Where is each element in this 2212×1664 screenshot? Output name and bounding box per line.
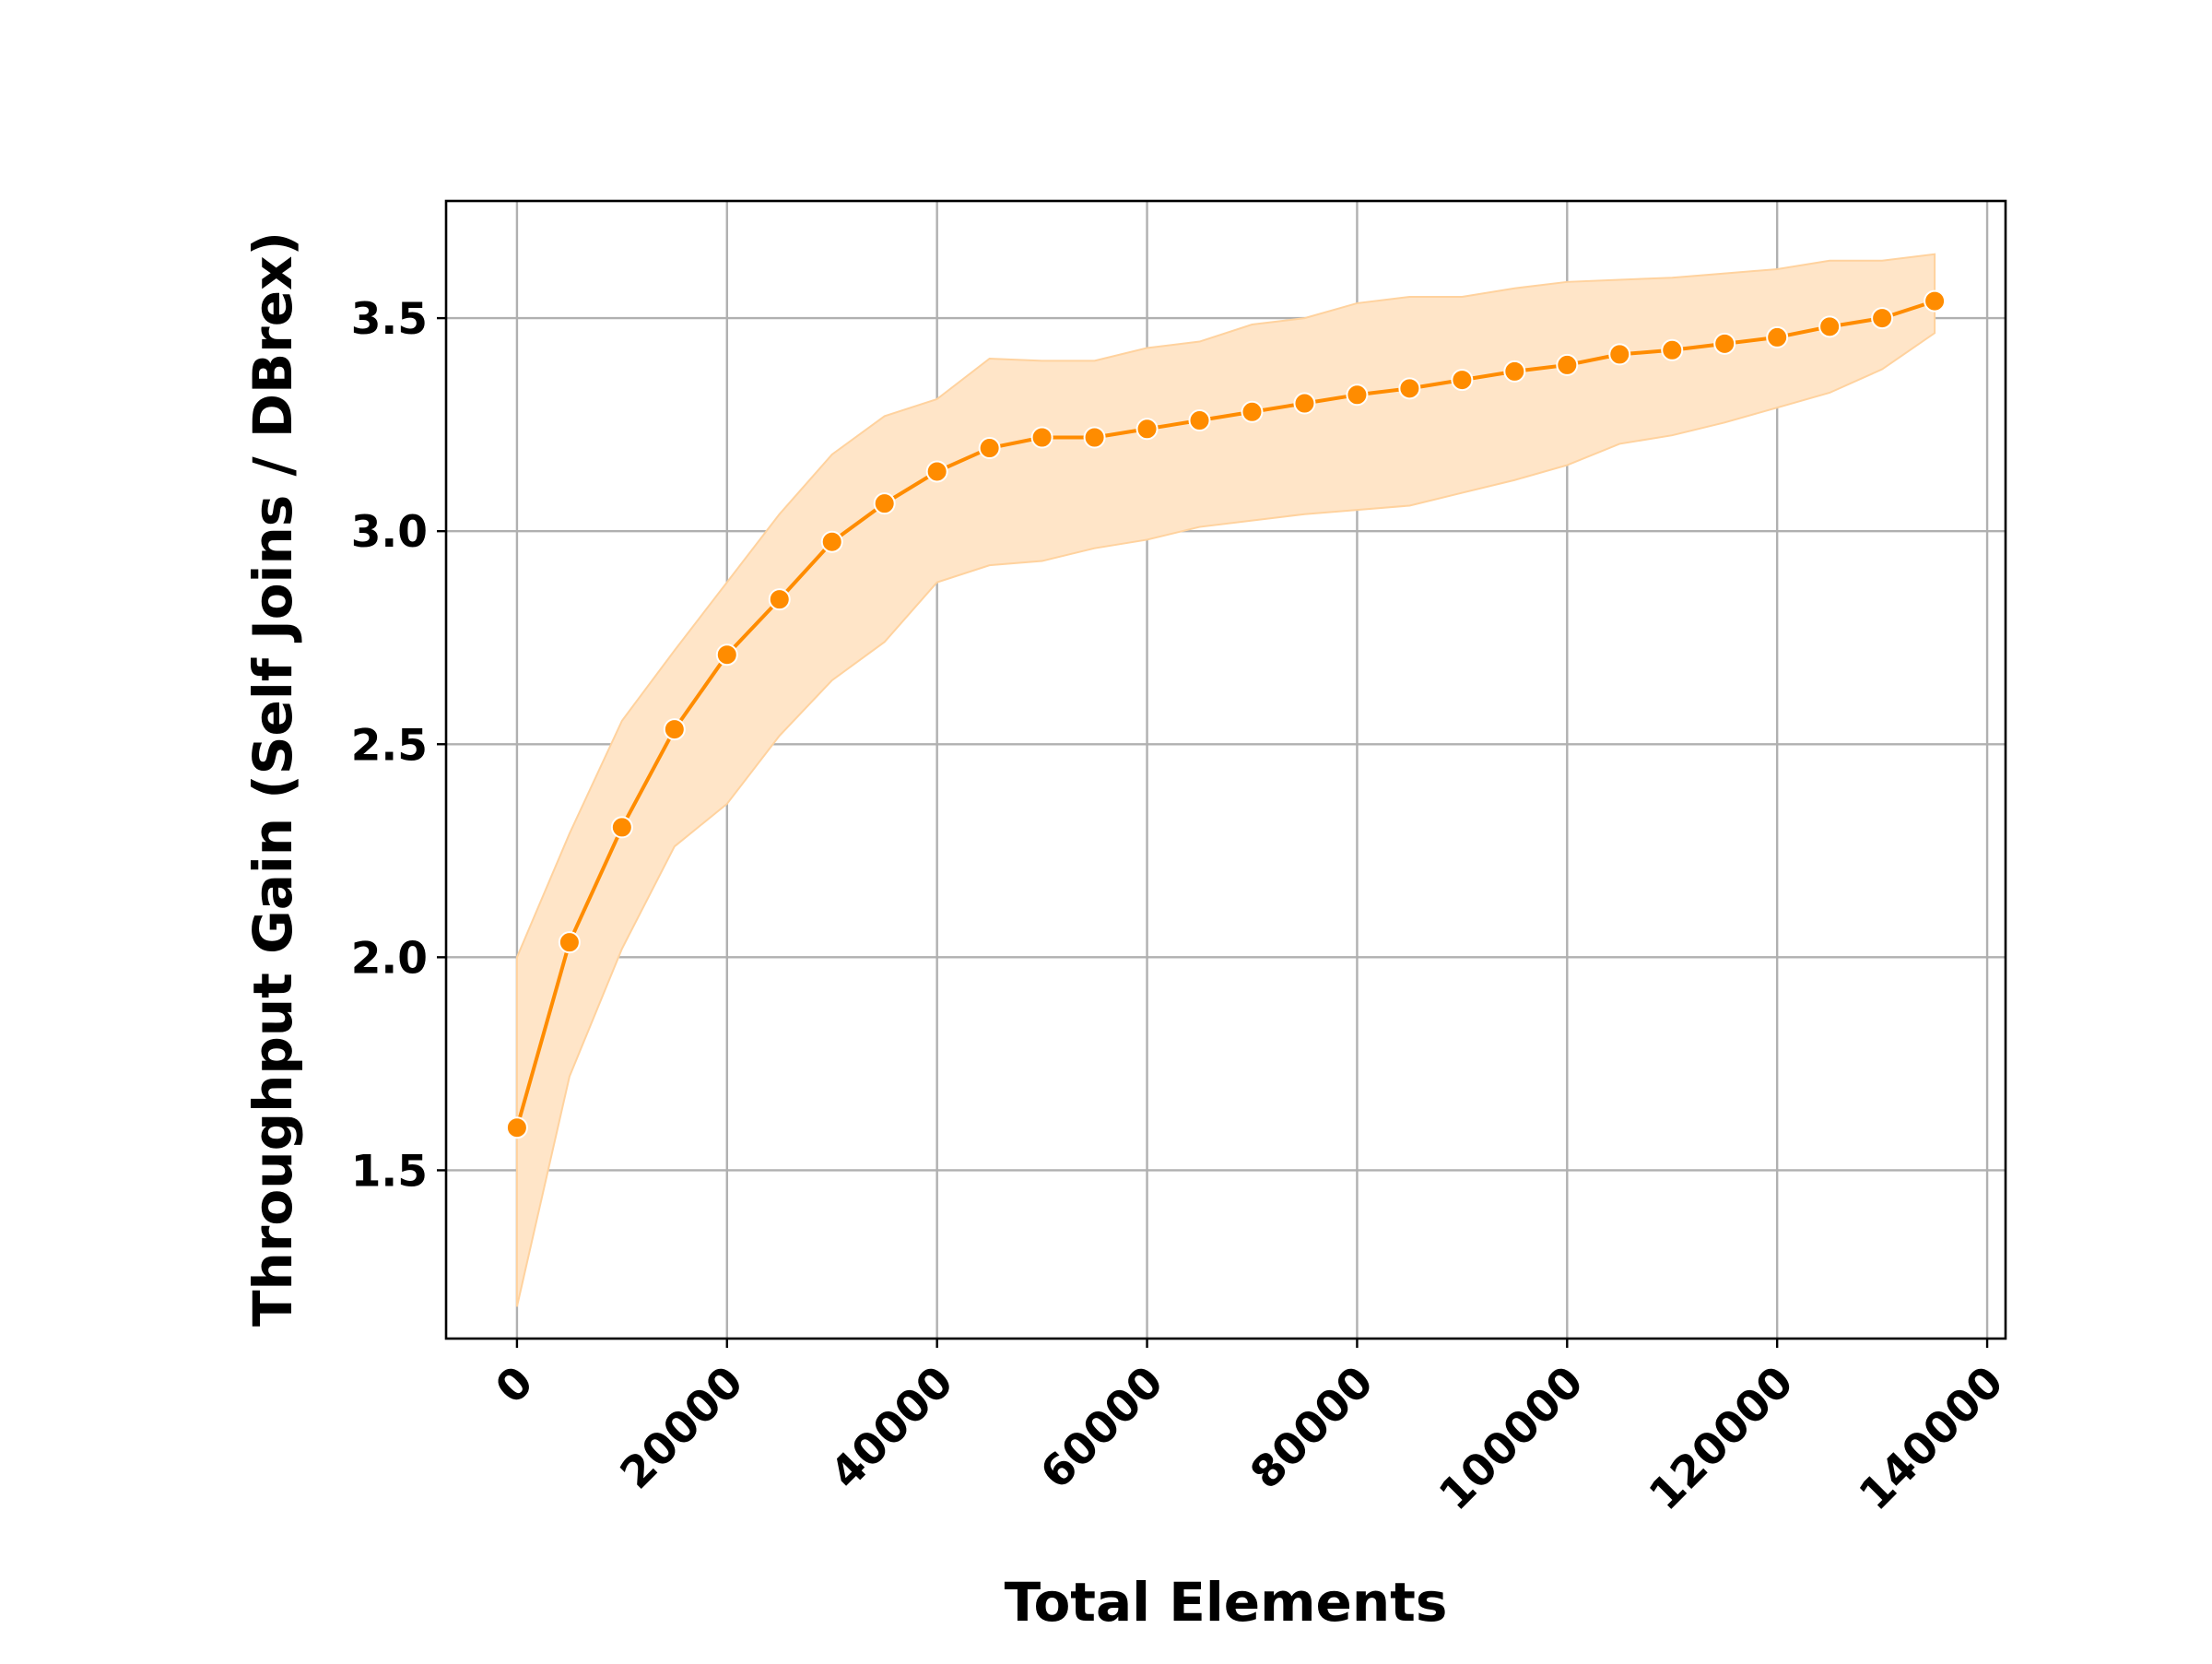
data-point — [1871, 307, 1894, 330]
data-point — [1030, 426, 1053, 449]
data-point — [1346, 384, 1369, 407]
data-point — [1293, 392, 1316, 415]
y-tick-label: 2.0 — [351, 933, 428, 984]
data-point — [663, 718, 686, 741]
data-point — [505, 1116, 528, 1139]
x-tick-label: 140000 — [1850, 1357, 2014, 1521]
x-tick-label: 120000 — [1640, 1357, 1804, 1521]
data-point — [1398, 377, 1421, 400]
data-point — [1713, 332, 1736, 355]
data-point — [978, 437, 1001, 460]
data-point — [925, 460, 948, 483]
data-point — [873, 492, 896, 515]
data-point — [1188, 409, 1211, 432]
x-axis-title: Total Elements — [1005, 1571, 1448, 1634]
series-markers — [505, 289, 1947, 1139]
y-tick-label: 3.0 — [351, 507, 428, 558]
data-point — [820, 530, 843, 553]
data-point — [1661, 338, 1684, 361]
series-line — [514, 299, 1936, 1128]
y-tick-label: 2.5 — [351, 720, 428, 771]
data-point — [610, 816, 633, 839]
y-tick-label: 1.5 — [351, 1146, 428, 1197]
y-axis-title: Throughput Gain (Self Joins / DBrex) — [241, 231, 304, 1327]
data-point — [768, 588, 791, 611]
data-point — [1135, 418, 1159, 441]
data-point — [1924, 289, 1947, 313]
x-tick-label: 40000 — [821, 1357, 964, 1500]
data-point — [1083, 426, 1106, 449]
data-point — [1241, 400, 1264, 423]
data-point — [1503, 360, 1526, 383]
data-point — [558, 931, 581, 954]
data-point — [1556, 353, 1579, 376]
x-tick-label: 0 — [486, 1357, 543, 1414]
data-point — [1766, 325, 1789, 348]
data-point — [715, 643, 738, 667]
x-tick-label: 60000 — [1031, 1357, 1174, 1500]
plot-area-frame — [444, 199, 2007, 1340]
x-tick-label: 20000 — [611, 1357, 754, 1500]
x-tick-label: 80000 — [1241, 1357, 1383, 1500]
y-tick-label: 3.5 — [351, 294, 428, 345]
x-tick-label: 100000 — [1430, 1357, 1594, 1521]
data-point — [1818, 315, 1841, 338]
data-point — [1451, 369, 1474, 392]
data-point — [1608, 343, 1631, 366]
confidence-band — [515, 253, 1936, 1307]
